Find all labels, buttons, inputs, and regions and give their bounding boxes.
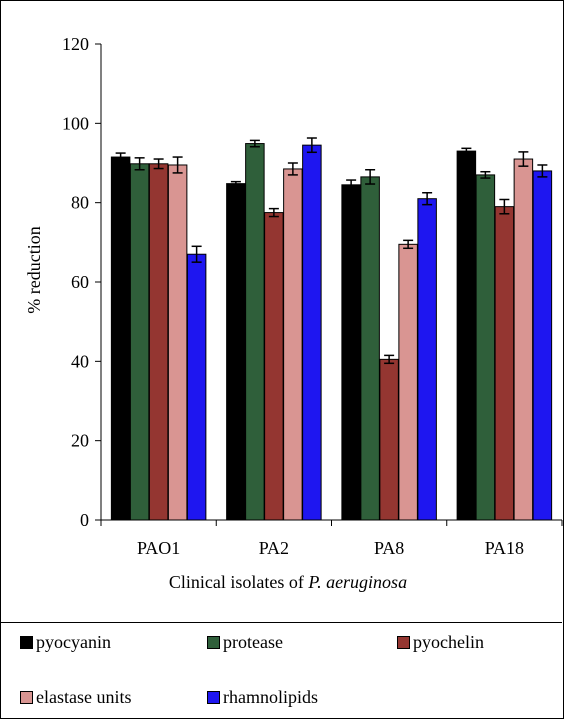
bar [302,144,322,521]
bar [186,253,207,521]
bar [283,168,303,521]
legend: pyocyanin protease pyochelin elastase un… [0,623,562,718]
y-tick-label: 20 [71,431,89,451]
bar [398,243,418,521]
legend-item-protease: protease [207,632,283,652]
legend-item-pyocyanin: pyocyanin [20,632,111,652]
bar [360,176,380,521]
y-tick-label: 0 [80,510,89,530]
bars [110,137,553,521]
legend-swatch [20,635,33,649]
x-tick-label: PA2 [259,538,289,558]
legend-item-rhamnolipids: rhamnolipids [207,687,318,707]
y-tick-label: 120 [62,34,89,54]
y-tick-label: 100 [62,113,89,133]
legend-divider [0,622,562,623]
bar [226,183,246,521]
legend-label: elastase units [36,687,132,707]
bar [341,184,361,521]
bar [110,156,131,521]
x-axis-label-italic: P. aeruginosa [307,572,407,592]
legend-item-elastase-units: elastase units [20,687,131,707]
legend-label: pyocyanin [36,632,111,652]
y-tick-label: 80 [71,193,89,213]
legend-swatch [207,690,220,704]
axes: 0 20 40 60 80 100 120 PAO1 PA2 PA8 PA18 [62,34,563,558]
legend-label: rhamnolipids [223,687,318,707]
bar [148,163,169,521]
y-tick-label: 40 [71,351,89,371]
legend-swatch [397,635,410,649]
bar [456,150,477,521]
bar [129,163,150,521]
bar [167,164,188,521]
y-axis-label: % reduction [24,226,44,313]
legend-label: pyochelin [413,632,484,652]
bar [513,158,534,521]
x-axis-label-prefix: Clinical isolates of [169,572,308,592]
x-tick-label: PAO1 [137,538,180,558]
bar [532,170,553,521]
x-axis-label: Clinical isolates of P. aeruginosa [169,572,407,592]
bar [379,358,399,521]
bar-chart: 0 20 40 60 80 100 120 PAO1 PA2 PA8 PA18 % reductio… [24,34,563,592]
y-tick-label: 60 [71,272,89,292]
legend-swatch [207,635,220,649]
x-tick-label: PA8 [374,538,404,558]
legend-item-pyochelin: pyochelin [397,632,484,652]
x-tick-label: PA18 [485,538,524,558]
bar [417,198,437,521]
bar [264,212,284,521]
bar [494,206,515,521]
bar [475,174,496,521]
legend-swatch [20,690,33,704]
legend-label: protease [223,632,283,652]
bar [245,143,265,521]
